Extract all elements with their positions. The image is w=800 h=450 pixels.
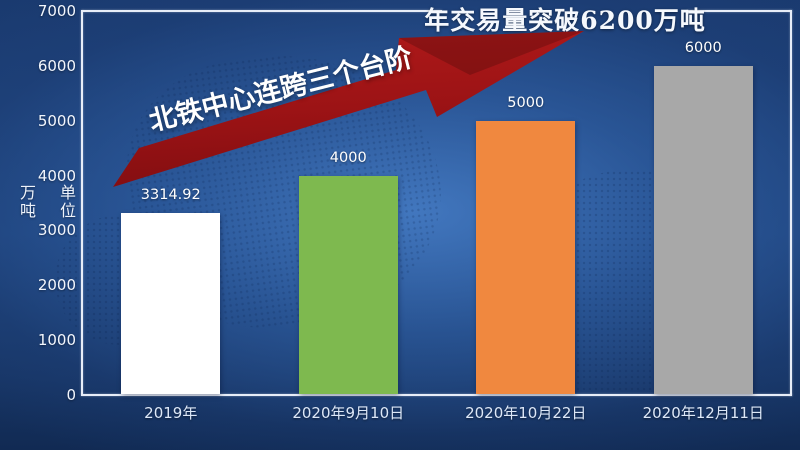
frame-top-line-left (82, 10, 442, 12)
bar-value-label: 4000 (329, 149, 367, 166)
bar-value-label: 5000 (507, 94, 545, 111)
bar (653, 65, 753, 394)
y-axis-tick-label: 1000 (37, 331, 76, 350)
bar-value-label: 6000 (684, 39, 722, 56)
x-axis-category-label: 2020年10月22日 (465, 404, 587, 422)
y-axis-tick-label: 2000 (37, 276, 76, 295)
bar-value-label: 3314.92 (140, 187, 201, 204)
x-axis-line (81, 394, 792, 396)
y-axis-tick-label: 4000 (37, 166, 76, 185)
y-axis-unit-label-top: 单位 (57, 184, 76, 220)
y-axis-tick-label: 5000 (37, 111, 76, 130)
y-axis-unit-label-bottom: 万吨 (17, 184, 36, 220)
y-axis-tick-label: 7000 (37, 2, 76, 20)
frame-right-line (790, 10, 792, 396)
bar (298, 175, 398, 394)
y-axis-tick-label: 3000 (37, 221, 76, 240)
y-axis-tick-label: 6000 (37, 56, 76, 75)
y-axis-line (81, 10, 83, 395)
y-axis-tick-label: 0 (66, 386, 76, 404)
bar (476, 120, 576, 394)
bar (121, 213, 221, 394)
arrow-annotation-text: 北铁中心连跨三个台阶 (146, 42, 416, 138)
x-axis-category-label: 2019年 (144, 404, 198, 422)
x-axis-category-label: 2020年12月11日 (642, 404, 764, 422)
x-axis-category-label: 2020年9月10日 (292, 404, 405, 422)
y-axis-unit-label: 单位 万吨 (14, 184, 78, 220)
page-title: 年交易量突破6200万吨 (424, 6, 706, 35)
frame-top-line-right (687, 10, 792, 12)
